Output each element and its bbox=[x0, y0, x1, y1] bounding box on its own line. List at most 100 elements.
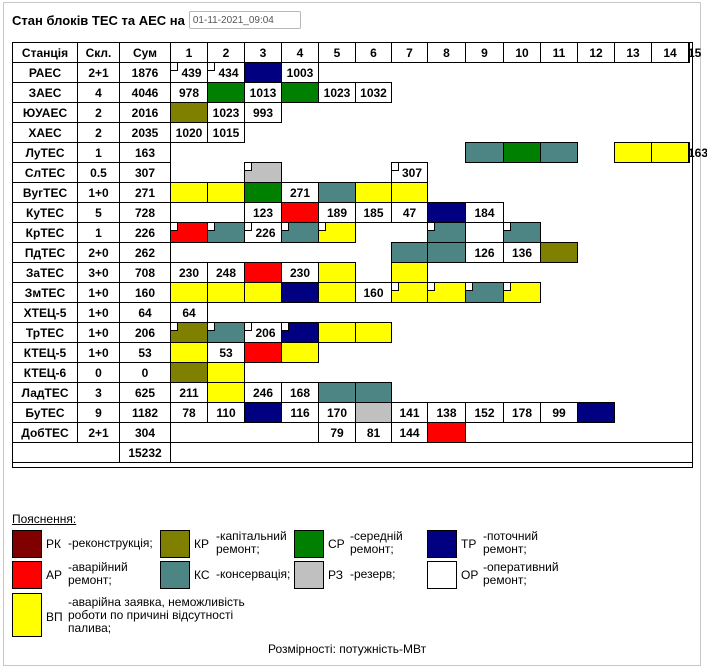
unit-block-6[interactable] bbox=[355, 382, 392, 403]
unit-block-1[interactable] bbox=[170, 342, 208, 363]
unit-block-15[interactable] bbox=[688, 142, 690, 163]
unit-block-2[interactable] bbox=[207, 122, 245, 143]
unit-block-value: 978 bbox=[178, 85, 200, 100]
unit-block-7[interactable] bbox=[391, 282, 428, 303]
station-sum: 625 bbox=[134, 385, 156, 400]
unit-block-3[interactable] bbox=[244, 402, 282, 423]
unit-block-8[interactable] bbox=[427, 202, 466, 223]
unit-block-2[interactable] bbox=[207, 362, 245, 383]
station-composition: 9 bbox=[95, 405, 102, 420]
station-name: КуТЕС bbox=[26, 205, 64, 220]
unit-block-10[interactable] bbox=[503, 222, 541, 243]
partial-state-marker bbox=[392, 163, 399, 171]
column-header: 4 bbox=[296, 45, 304, 60]
unit-block-4[interactable] bbox=[281, 202, 319, 223]
unit-block-2[interactable] bbox=[207, 322, 245, 343]
unit-block-12[interactable] bbox=[577, 402, 615, 423]
unit-block-2[interactable] bbox=[207, 182, 245, 203]
station-name: РАЕС bbox=[28, 65, 62, 80]
unit-block-1[interactable] bbox=[170, 182, 208, 203]
unit-block-4[interactable] bbox=[281, 282, 319, 303]
unit-block-5[interactable] bbox=[318, 282, 356, 303]
legend-code-rz: РЗ bbox=[328, 568, 343, 582]
unit-block-8[interactable] bbox=[427, 242, 466, 263]
unit-block-3[interactable] bbox=[244, 342, 282, 363]
unit-block-value: 178 bbox=[511, 405, 533, 420]
column-header: 14 bbox=[663, 45, 677, 60]
unit-block-8[interactable] bbox=[427, 282, 466, 303]
unit-block-4[interactable] bbox=[281, 82, 319, 103]
station-composition: 1+0 bbox=[88, 305, 109, 320]
station-sum: 304 bbox=[134, 425, 156, 440]
unit-block-8[interactable] bbox=[427, 422, 466, 443]
total-row-filler bbox=[170, 442, 693, 463]
datetime-input[interactable] bbox=[188, 11, 301, 29]
unit-block-1[interactable] bbox=[170, 222, 208, 243]
unit-block-9[interactable] bbox=[465, 142, 504, 163]
unit-block-1[interactable] bbox=[170, 322, 208, 343]
unit-block-14[interactable] bbox=[651, 142, 689, 163]
legend-text-vp-3: палива; bbox=[68, 621, 112, 635]
table-header-cell bbox=[688, 42, 690, 63]
unit-block-9[interactable] bbox=[465, 282, 504, 303]
unit-block-4[interactable] bbox=[281, 342, 319, 363]
unit-block-7[interactable] bbox=[391, 242, 428, 263]
unit-block-value: 230 bbox=[178, 265, 200, 280]
unit-block-6[interactable] bbox=[355, 82, 392, 103]
partial-state-marker bbox=[466, 283, 473, 291]
unit-block-6[interactable] bbox=[355, 182, 392, 203]
unit-block-7[interactable] bbox=[391, 182, 428, 203]
legend-swatch-rk bbox=[12, 530, 42, 558]
legend-code-ar: АР bbox=[46, 568, 63, 582]
unit-block-13[interactable] bbox=[614, 142, 652, 163]
unit-block-7[interactable] bbox=[391, 262, 428, 283]
unit-block-5[interactable] bbox=[318, 262, 356, 283]
unit-block-10[interactable] bbox=[503, 282, 541, 303]
unit-block-3[interactable] bbox=[244, 62, 282, 83]
column-header: 6 bbox=[370, 45, 377, 60]
unit-block-11[interactable] bbox=[540, 142, 578, 163]
unit-block-3[interactable] bbox=[244, 162, 282, 183]
unit-block-5[interactable] bbox=[318, 222, 356, 243]
legend-text-rz: -резерв; bbox=[350, 567, 396, 581]
unit-block-3[interactable] bbox=[244, 102, 282, 123]
station-sum: 2035 bbox=[131, 125, 159, 140]
unit-block-8[interactable] bbox=[427, 222, 466, 243]
unit-block-value: 1020 bbox=[175, 125, 203, 140]
unit-block-3[interactable] bbox=[244, 262, 282, 283]
unit-block-1[interactable] bbox=[170, 362, 208, 383]
unit-block-2[interactable] bbox=[207, 222, 245, 243]
station-composition: 2+1 bbox=[88, 65, 109, 80]
legend-code-op: ОР bbox=[461, 568, 479, 582]
page-title: Стан блоків ТЕС та АЕС на bbox=[12, 12, 185, 28]
unit-block-11[interactable] bbox=[540, 242, 578, 263]
unit-block-4[interactable] bbox=[281, 222, 319, 243]
station-name: СлТЕС bbox=[24, 165, 66, 180]
station-composition: 1+0 bbox=[88, 285, 109, 300]
unit-block-2[interactable] bbox=[207, 82, 245, 103]
unit-block-value: 230 bbox=[289, 265, 311, 280]
unit-block-1[interactable] bbox=[170, 282, 208, 303]
unit-block-9[interactable] bbox=[465, 202, 504, 223]
unit-block-5[interactable] bbox=[318, 182, 356, 203]
station-sum: 1876 bbox=[131, 65, 159, 80]
unit-block-6[interactable] bbox=[355, 322, 392, 343]
unit-block-3[interactable] bbox=[244, 282, 282, 303]
unit-block-4[interactable] bbox=[281, 322, 319, 343]
unit-block-2[interactable] bbox=[207, 282, 245, 303]
unit-block-6[interactable] bbox=[355, 402, 392, 423]
unit-block-3[interactable] bbox=[244, 182, 282, 203]
station-composition: 2+0 bbox=[88, 245, 109, 260]
legend-swatch-tr bbox=[427, 530, 457, 558]
unit-block-2[interactable] bbox=[207, 382, 245, 403]
unit-block-1[interactable] bbox=[170, 102, 208, 123]
unit-block-5[interactable] bbox=[318, 322, 356, 343]
unit-block-5[interactable] bbox=[318, 382, 356, 403]
unit-block-10[interactable] bbox=[503, 142, 541, 163]
station-composition: 5 bbox=[95, 205, 102, 220]
station-sum: 2016 bbox=[131, 105, 159, 120]
station-name: ДобТЕС bbox=[21, 425, 69, 440]
column-header: Станція bbox=[21, 45, 69, 60]
legend-text-rk: -реконструкція; bbox=[68, 536, 153, 550]
